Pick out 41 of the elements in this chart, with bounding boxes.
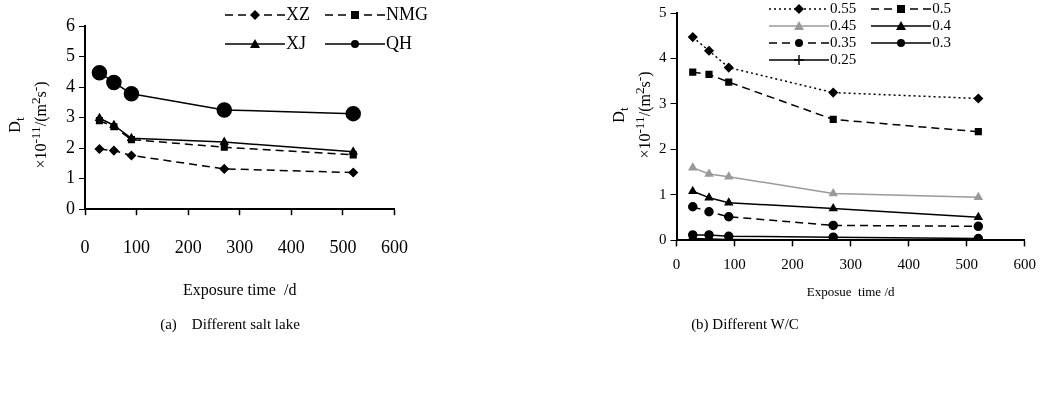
y-tick-label: 2 [659, 140, 667, 157]
x-tick-label: 200 [781, 256, 804, 273]
y-tick-label: 6 [66, 14, 75, 35]
x-tick-label: 500 [329, 236, 357, 257]
x-tick-label: 0 [80, 236, 90, 257]
legend-label: XZ [285, 4, 310, 25]
legend-label: NMG [385, 4, 428, 25]
x-tick-label: 200 [174, 236, 202, 257]
text: (a) Different salt lake [160, 316, 300, 333]
legend-label: QH [385, 33, 412, 54]
x-tick-label: 300 [839, 256, 862, 273]
y-tick-label: 3 [659, 94, 667, 111]
x-axis-title: Exposue time /d [806, 283, 895, 299]
legend-label: 0.3 [932, 34, 951, 51]
legend-label: 0.55 [830, 0, 857, 17]
x-tick-label: 600 [1013, 256, 1036, 273]
legend-label: 0.4 [932, 17, 951, 34]
text: (b) Different W/C [691, 316, 799, 333]
x-tick-label: 100 [723, 256, 746, 273]
y-tick-label: 5 [659, 3, 667, 20]
y-tick-label: 5 [66, 45, 75, 66]
x-axis-title: Exposure time /d [183, 280, 297, 299]
y-tick-label: 2 [66, 136, 75, 157]
y-tick-label: 4 [66, 75, 75, 96]
legend-label: 0.25 [830, 51, 857, 68]
y-tick-label: 0 [66, 197, 75, 218]
legend-label: XJ [285, 33, 306, 54]
legend-label: 0.5 [932, 0, 951, 17]
x-tick-label: 500 [955, 256, 978, 273]
x-tick-label: 100 [123, 236, 151, 257]
x-tick-label: 400 [897, 256, 920, 273]
x-tick-label: 400 [277, 236, 305, 257]
legend-label: 0.45 [830, 17, 857, 34]
y-tick-label: 3 [66, 106, 75, 127]
x-tick-label: 300 [226, 236, 254, 257]
y-tick-label: 1 [659, 185, 667, 202]
legend-label: 0.35 [830, 34, 857, 51]
y-tick-label: 4 [659, 49, 667, 66]
x-tick-label: 0 [672, 256, 681, 273]
y-tick-label: 1 [66, 167, 75, 188]
x-tick-label: 600 [381, 236, 408, 257]
